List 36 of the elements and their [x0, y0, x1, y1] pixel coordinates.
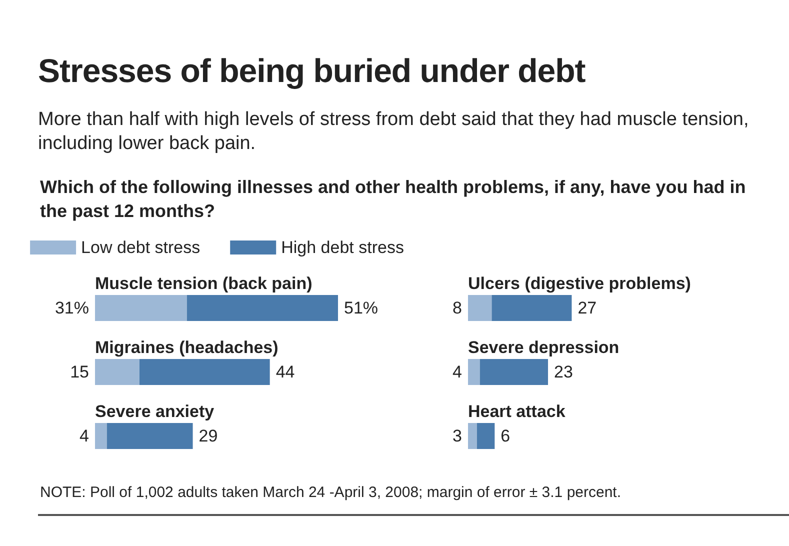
y-tick-label: Heart attack: [468, 402, 566, 421]
bar: [95, 423, 107, 449]
legend-label: High debt stress: [281, 238, 404, 257]
text: More than half with high levels of stress from debt said that they had muscle tension, including lower back pain.: [38, 108, 750, 156]
data-label: 29: [198, 426, 218, 446]
data-label: 23: [554, 362, 573, 382]
data-label: 51%: [344, 298, 378, 318]
data-label: 6: [500, 426, 510, 446]
legend-label: Low debt stress: [81, 238, 200, 257]
bar: [480, 359, 548, 385]
text: NOTE: Poll of 1,002 adults taken March 24 -April 3, 2008; margin of error ± 3.1 percent.: [40, 484, 622, 501]
data-label: 15: [70, 362, 89, 382]
data-label: 4: [80, 426, 89, 446]
data-label: 27: [578, 298, 597, 318]
y-tick-label: Muscle tension (back pain): [95, 274, 312, 293]
bar: [139, 359, 270, 385]
bar: [468, 423, 477, 449]
bar: [468, 359, 480, 385]
y-tick-label: Migraines (headaches): [95, 338, 278, 357]
bar: [186, 295, 338, 321]
bar: [106, 423, 193, 449]
bar: [95, 295, 187, 321]
data-label: 44: [276, 362, 295, 382]
bar: [492, 295, 572, 321]
y-tick-label: Ulcers (digestive problems): [468, 274, 691, 293]
bar: [95, 359, 140, 385]
data-label: 8: [452, 298, 462, 318]
text: Which of the following illnesses and other health problems, if any, have you had in the past 12 months?: [40, 176, 747, 223]
data-label: 3: [452, 426, 462, 446]
data-label: 31%: [54, 298, 89, 318]
bar: [476, 423, 495, 449]
y-tick-label: Severe depression: [468, 338, 620, 357]
chart-title: Stresses of being buried under debt: [38, 52, 586, 90]
data-label: 4: [452, 362, 462, 382]
y-tick-label: Severe anxiety: [95, 402, 215, 421]
bar: [468, 295, 492, 321]
